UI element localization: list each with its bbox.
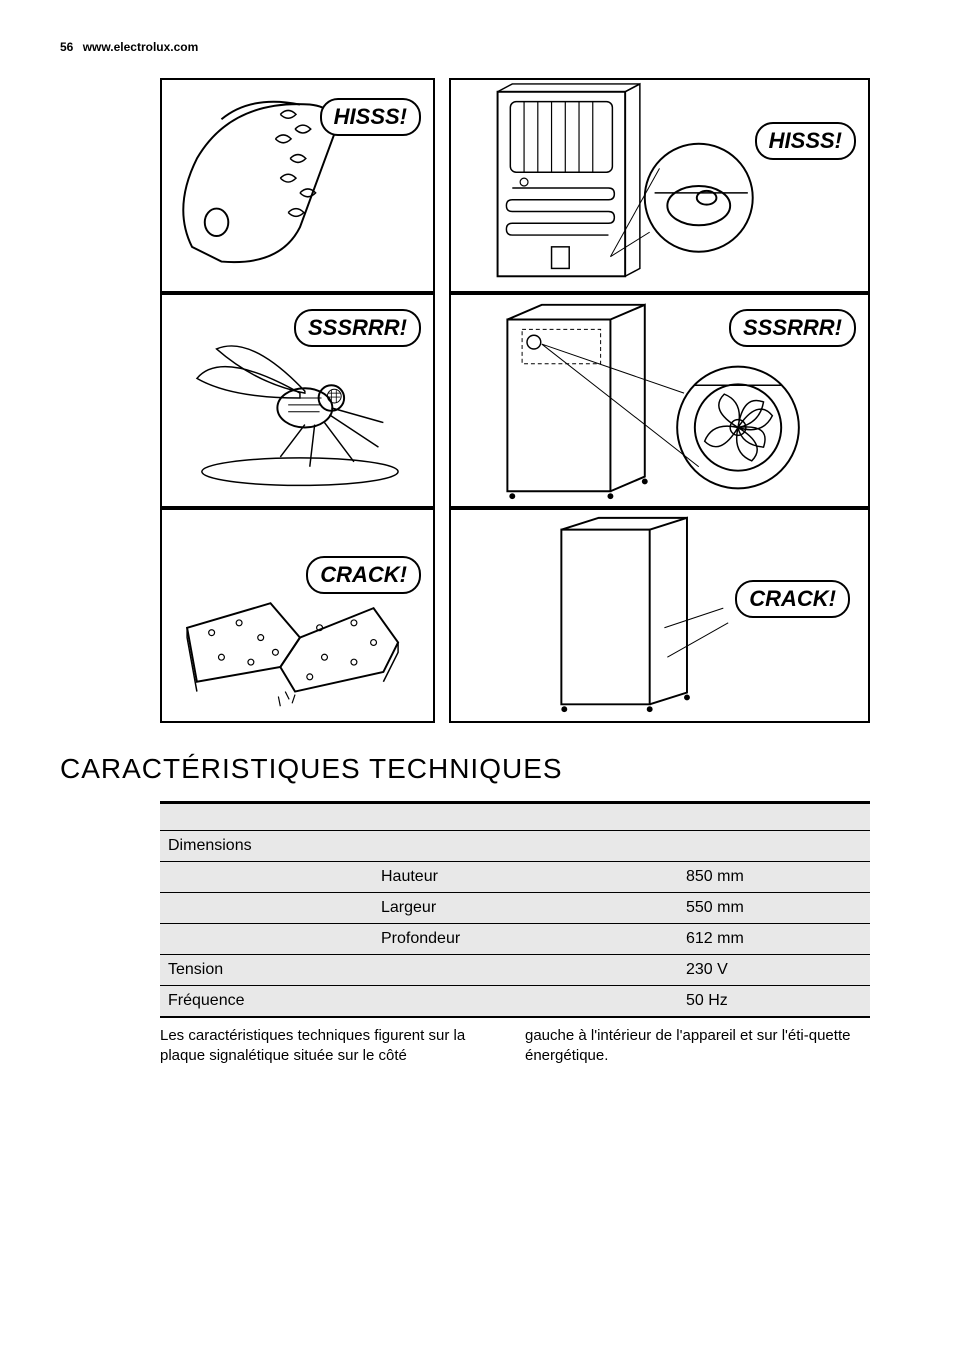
tension-value: 230 V: [586, 955, 870, 986]
spec-label: Largeur: [373, 893, 586, 924]
speech-bubble-hiss-right: HISSS!: [755, 122, 856, 160]
panel-fridge-back-hiss: HISSS!: [449, 78, 870, 293]
speech-bubble-crack-right: CRACK!: [735, 580, 850, 618]
panel-fridge-crack: CRACK!: [449, 508, 870, 723]
cracking-ice-illustration: [162, 510, 433, 721]
illustration-panels: HISSS!: [160, 78, 870, 723]
frequence-label: Fréquence: [160, 986, 373, 1018]
spec-label: Profondeur: [373, 924, 586, 955]
footnote-right: gauche à l'intérieur de l'appareil et su…: [525, 1026, 870, 1067]
dimensions-label: Dimensions: [160, 831, 373, 862]
table-row: Hauteur 850 mm: [160, 862, 870, 893]
fridge-back-illustration: [451, 80, 868, 291]
panel-row-2: SSSRRR! SSSRRR!: [160, 293, 870, 508]
header-url: www.electrolux.com: [83, 40, 199, 54]
footnote: Les caractéristiques techniques figurent…: [160, 1026, 870, 1067]
panel-iron-hiss: HISSS!: [160, 78, 435, 293]
speech-bubble-sssrrr-right: SSSRRR!: [729, 309, 856, 347]
tension-label: Tension: [160, 955, 373, 986]
frequence-value: 50 Hz: [586, 986, 870, 1018]
panel-ice-crack: CRACK!: [160, 508, 435, 723]
table-header-blank: [160, 803, 870, 831]
table-row: Profondeur 612 mm: [160, 924, 870, 955]
spec-value: 850 mm: [586, 862, 870, 893]
table-row-frequence: Fréquence 50 Hz: [160, 986, 870, 1018]
spec-value: 550 mm: [586, 893, 870, 924]
panel-row-1: HISSS!: [160, 78, 870, 293]
panel-row-3: CRACK! CRACK!: [160, 508, 870, 723]
spec-label: Hauteur: [373, 862, 586, 893]
table-row-tension: Tension 230 V: [160, 955, 870, 986]
page-header: 56 www.electrolux.com: [60, 40, 894, 54]
speech-bubble-hiss-left: HISSS!: [320, 98, 421, 136]
table-row: Largeur 550 mm: [160, 893, 870, 924]
speech-bubble-crack-left: CRACK!: [306, 556, 421, 594]
panel-fly-sssrrr: SSSRRR!: [160, 293, 435, 508]
speech-bubble-sssrrr-left: SSSRRR!: [294, 309, 421, 347]
spec-value: 612 mm: [586, 924, 870, 955]
page-number: 56: [60, 40, 73, 54]
tech-specs-table: Dimensions Hauteur 850 mm Largeur 550 mm…: [160, 801, 870, 1018]
section-title-tech-specs: CARACTÉRISTIQUES TECHNIQUES: [60, 753, 894, 785]
panel-fridge-fan-sssrrr: SSSRRR!: [449, 293, 870, 508]
footnote-left: Les caractéristiques techniques figurent…: [160, 1026, 505, 1067]
table-row-dimensions: Dimensions: [160, 831, 870, 862]
